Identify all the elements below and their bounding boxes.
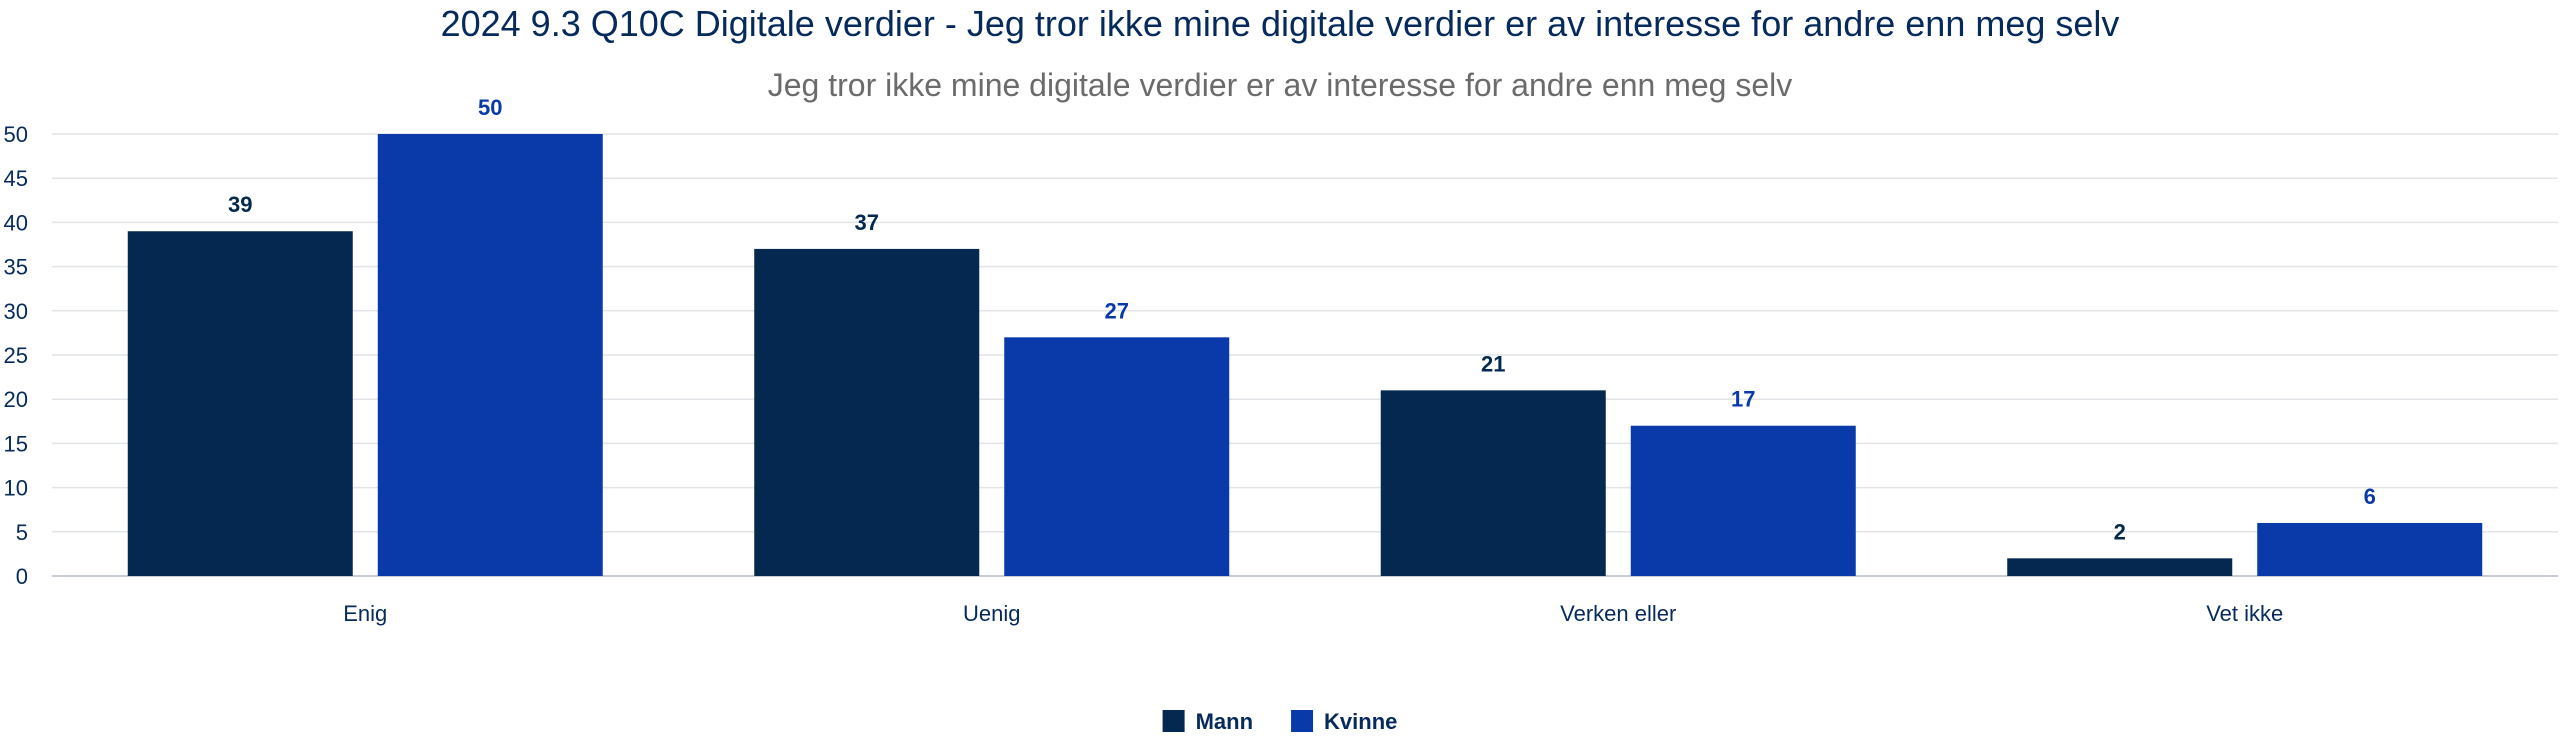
x-tick-label: Verken eller: [1560, 601, 1676, 626]
legend: Mann Kvinne: [1162, 709, 1397, 734]
y-tick-label: 40: [4, 210, 28, 235]
data-label: 17: [1731, 387, 1755, 412]
data-labels: 39 50 37 27 21 17 2 6: [228, 95, 2376, 544]
chart-subtitle: Jeg tror ikke mine digitale verdier er a…: [768, 67, 1792, 103]
bar-kvinne-verken-eller: [1630, 425, 1856, 576]
data-label: 2: [2114, 519, 2126, 544]
legend-item-kvinne[interactable]: Kvinne: [1291, 709, 1397, 734]
y-tick-label: 45: [4, 166, 28, 191]
bars: [127, 134, 2483, 577]
bar-kvinne-enig: [377, 134, 603, 576]
data-label: 27: [1105, 298, 1129, 323]
bar-mann-vet-ikke: [2007, 558, 2233, 576]
data-label: 21: [1481, 351, 1505, 376]
bar-mann-uenig: [754, 248, 980, 577]
y-tick-label: 50: [4, 122, 28, 147]
y-tick-label: 20: [4, 387, 28, 412]
y-tick-label: 25: [4, 343, 28, 368]
y-tick-label: 35: [4, 255, 28, 280]
x-tick-label: Uenig: [963, 601, 1020, 626]
bar-mann-verken-eller: [1380, 390, 1606, 576]
legend-label: Kvinne: [1324, 709, 1397, 734]
legend-item-mann[interactable]: Mann: [1162, 709, 1253, 734]
legend-swatch: [1291, 710, 1314, 732]
bar-mann-enig: [127, 231, 353, 577]
legend-swatch: [1162, 710, 1185, 732]
x-axis-ticks: Enig Uenig Verken eller Vet ikke: [343, 601, 2283, 626]
bar-kvinne-vet-ikke: [2257, 522, 2483, 576]
chart-title: 2024 9.3 Q10C Digitale verdier - Jeg tro…: [441, 3, 2120, 44]
x-tick-label: Vet ikke: [2206, 601, 2283, 626]
legend-label: Mann: [1196, 709, 1253, 734]
data-label: 37: [855, 210, 879, 235]
y-tick-label: 5: [16, 520, 28, 545]
bar-kvinne-uenig: [1004, 337, 1230, 576]
x-tick-label: Enig: [343, 601, 387, 626]
data-label: 6: [2364, 484, 2376, 509]
y-axis-ticks: 0 5 10 15 20 25 30 35 40 45 50: [4, 122, 28, 589]
y-tick-label: 30: [4, 299, 28, 324]
data-label: 50: [478, 95, 502, 120]
y-tick-label: 0: [16, 564, 28, 589]
y-tick-label: 15: [4, 431, 28, 456]
y-tick-label: 10: [4, 476, 28, 501]
data-label: 39: [228, 192, 252, 217]
